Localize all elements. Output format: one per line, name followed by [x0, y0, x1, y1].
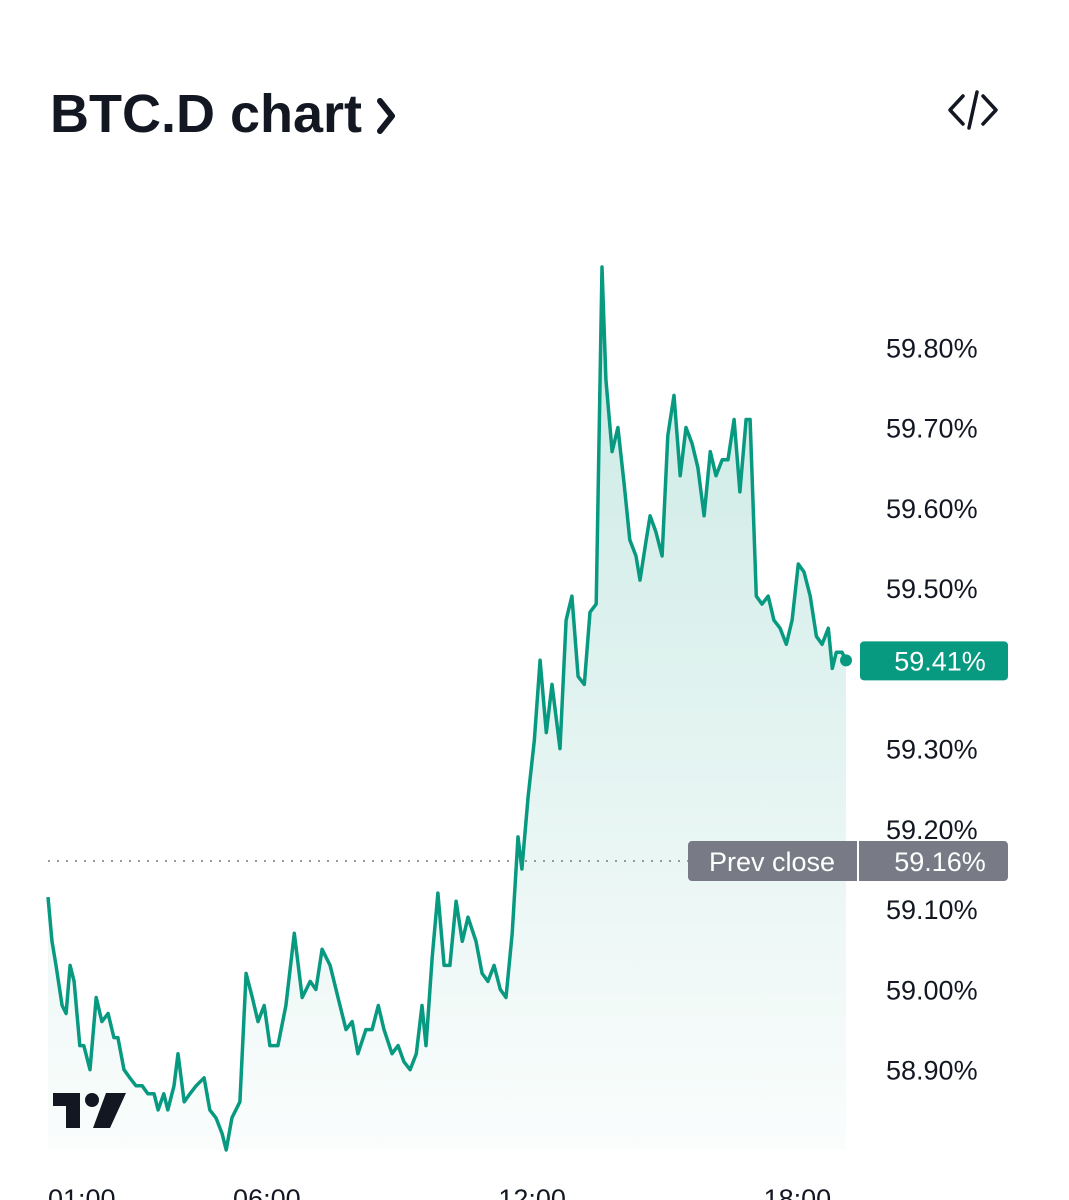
y-tick-label: 59.00%	[886, 975, 978, 1005]
y-tick-label: 59.30%	[886, 735, 978, 765]
prev-close-badge	[688, 841, 1008, 882]
x-tick-label: 06:00	[233, 1184, 301, 1200]
y-tick-label: 59.70%	[886, 414, 978, 444]
title-chevron[interactable]	[377, 98, 395, 134]
tradingview-logo	[53, 1093, 126, 1128]
plot-area: 58.90%59.00%59.10%59.20%59.30%59.40%59.5…	[46, 265, 1008, 1200]
area	[48, 267, 846, 1150]
x-tick-label: 12:00	[498, 1184, 566, 1200]
last-value-badge	[860, 641, 1008, 681]
embed-icon[interactable]	[948, 90, 998, 130]
x-tick-label: 18:00	[764, 1184, 832, 1200]
y-tick-label: 59.20%	[886, 815, 978, 845]
x-tick-label: 01:00	[48, 1184, 116, 1200]
chart-title[interactable]: BTC.D chart	[50, 84, 362, 144]
prev-close-label: Prev close	[709, 847, 835, 877]
prev-close-value: 59.16%	[894, 847, 986, 877]
last-value-label: 59.41%	[894, 646, 986, 676]
line	[46, 265, 848, 1152]
y-tick-label: 59.60%	[886, 494, 978, 524]
last-point	[840, 654, 852, 667]
y-tick-label: 59.50%	[886, 574, 978, 604]
y-tick-label: 59.80%	[886, 333, 978, 363]
y-tick-label: 58.90%	[886, 1056, 978, 1086]
y-tick-label: 59.10%	[886, 895, 978, 925]
